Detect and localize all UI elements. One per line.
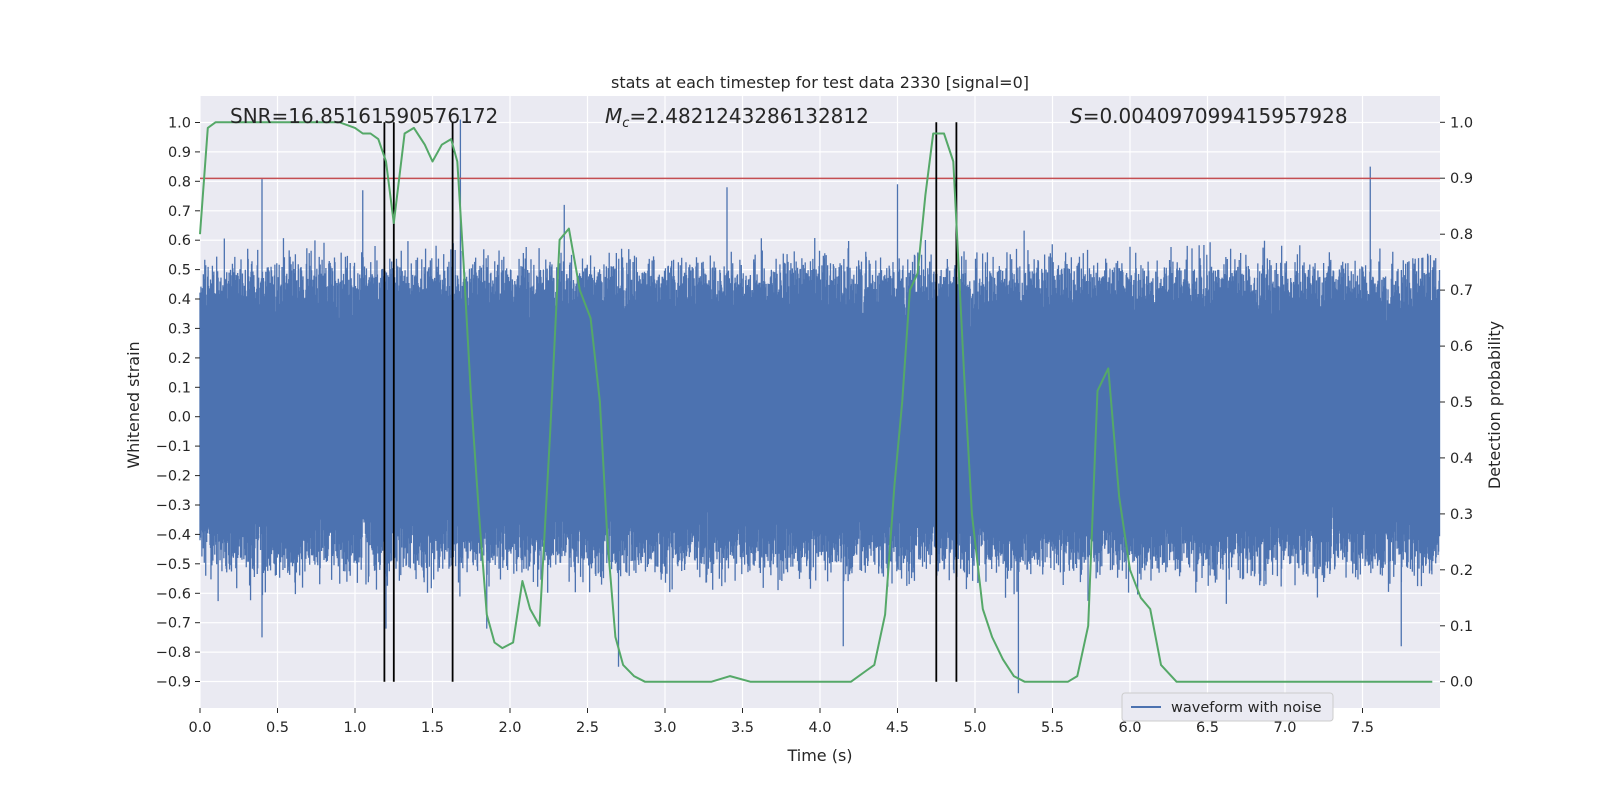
left-tick-label-10: 0.1 [168, 380, 191, 396]
s-annotation: S=0.004097099415957928 [1070, 104, 1348, 128]
left-tick-label-4: −0.5 [156, 557, 191, 573]
x-tick-label-8: 4.0 [808, 720, 831, 736]
right-tick-label-2: 0.2 [1450, 563, 1473, 579]
left-tick-label-17: 0.8 [168, 174, 191, 190]
probability-series [199, 121, 1433, 683]
right-tick-label-5: 0.5 [1450, 395, 1473, 411]
x-tick-label-10: 5.0 [963, 720, 986, 736]
left-tick-label-14: 0.5 [168, 263, 191, 279]
s-symbol: S [1070, 104, 1083, 128]
left-tick-label-8: −0.1 [156, 439, 191, 455]
x-tick-label-3: 1.5 [421, 720, 444, 736]
right-tick-label-0: 0.0 [1450, 675, 1473, 691]
x-tick-label-11: 5.5 [1041, 720, 1064, 736]
chart-title: stats at each timestep for test data 233… [611, 73, 1029, 92]
left-tick-label-18: 0.9 [168, 145, 191, 161]
x-tick-label-12: 6.0 [1118, 720, 1141, 736]
x-tick-label-2: 1.0 [343, 720, 366, 736]
left-tick-label-13: 0.4 [168, 292, 191, 308]
left-ticks: −0.9 −0.8 −0.7 −0.6 −0.5 −0.4 −0.3 −0.2 −0.1 0.0 0… [156, 116, 200, 691]
x-tick-label-5: 2.5 [576, 720, 599, 736]
x-tick-label-14: 7.0 [1273, 720, 1296, 736]
probability-line [199, 121, 1433, 683]
chirp-mass-annotation: Mc=2.4821243286132812 [605, 104, 869, 131]
x-tick-label-0: 0.0 [188, 720, 211, 736]
y-axis-label-right: Detection probability [1485, 321, 1504, 489]
right-tick-label-10: 1.0 [1450, 115, 1473, 131]
x-tick-label-6: 3.0 [653, 720, 676, 736]
left-tick-label-19: 1.0 [168, 116, 191, 132]
x-tick-label-9: 4.5 [886, 720, 909, 736]
right-tick-label-9: 0.9 [1450, 171, 1473, 187]
chirp-mass-value: =2.4821243286132812 [629, 104, 868, 128]
chirp-mass-subscript: c [622, 116, 629, 131]
x-tick-label-1: 0.5 [266, 720, 289, 736]
vertical-lines [383, 122, 958, 682]
left-tick-label-5: −0.4 [156, 527, 191, 543]
left-tick-label-12: 0.3 [168, 321, 191, 337]
legend-label: waveform with noise [1171, 700, 1322, 716]
left-tick-label-15: 0.6 [168, 233, 191, 249]
left-tick-label-3: −0.6 [156, 586, 191, 602]
left-tick-label-11: 0.2 [168, 351, 191, 367]
legend-box [1121, 692, 1334, 722]
x-ticks: 0.0 0.5 1.0 1.5 2.0 2.5 3.0 3.5 4.0 4.5 5.0 5.5 6.0 6… [188, 708, 1374, 736]
right-ticks: 0.0 0.1 0.2 0.3 0.4 0.5 0.6 0.7 0.8 0.9 1.0 [1440, 115, 1473, 691]
snr-annotation: SNR=16.85161590576172 [230, 104, 498, 128]
legend: waveform with noise [1121, 692, 1334, 722]
right-tick-label-7: 0.7 [1450, 283, 1473, 299]
right-tick-label-8: 0.8 [1450, 227, 1473, 243]
left-tick-label-1: −0.8 [156, 645, 191, 661]
right-tick-label-6: 0.6 [1450, 339, 1473, 355]
x-tick-label-13: 6.5 [1196, 720, 1219, 736]
x-tick-label-15: 7.5 [1351, 720, 1374, 736]
x-tick-label-4: 2.0 [498, 720, 521, 736]
left-tick-label-2: −0.7 [156, 616, 191, 632]
left-tick-label-16: 0.7 [168, 204, 191, 220]
right-tick-label-3: 0.3 [1450, 507, 1473, 523]
chirp-mass-symbol: M [605, 104, 622, 128]
s-value: =0.004097099415957928 [1083, 104, 1348, 128]
left-tick-label-6: −0.3 [156, 498, 191, 514]
left-tick-label-9: 0.0 [168, 410, 191, 426]
x-axis-label: Time (s) [786, 746, 852, 765]
x-tick-label-7: 3.5 [731, 720, 754, 736]
left-tick-label-0: −0.9 [156, 675, 191, 691]
y-axis-label-left: Whitened strain [124, 341, 143, 468]
right-tick-label-1: 0.1 [1450, 619, 1473, 635]
left-tick-label-7: −0.2 [156, 469, 191, 485]
right-tick-label-4: 0.4 [1450, 451, 1473, 467]
